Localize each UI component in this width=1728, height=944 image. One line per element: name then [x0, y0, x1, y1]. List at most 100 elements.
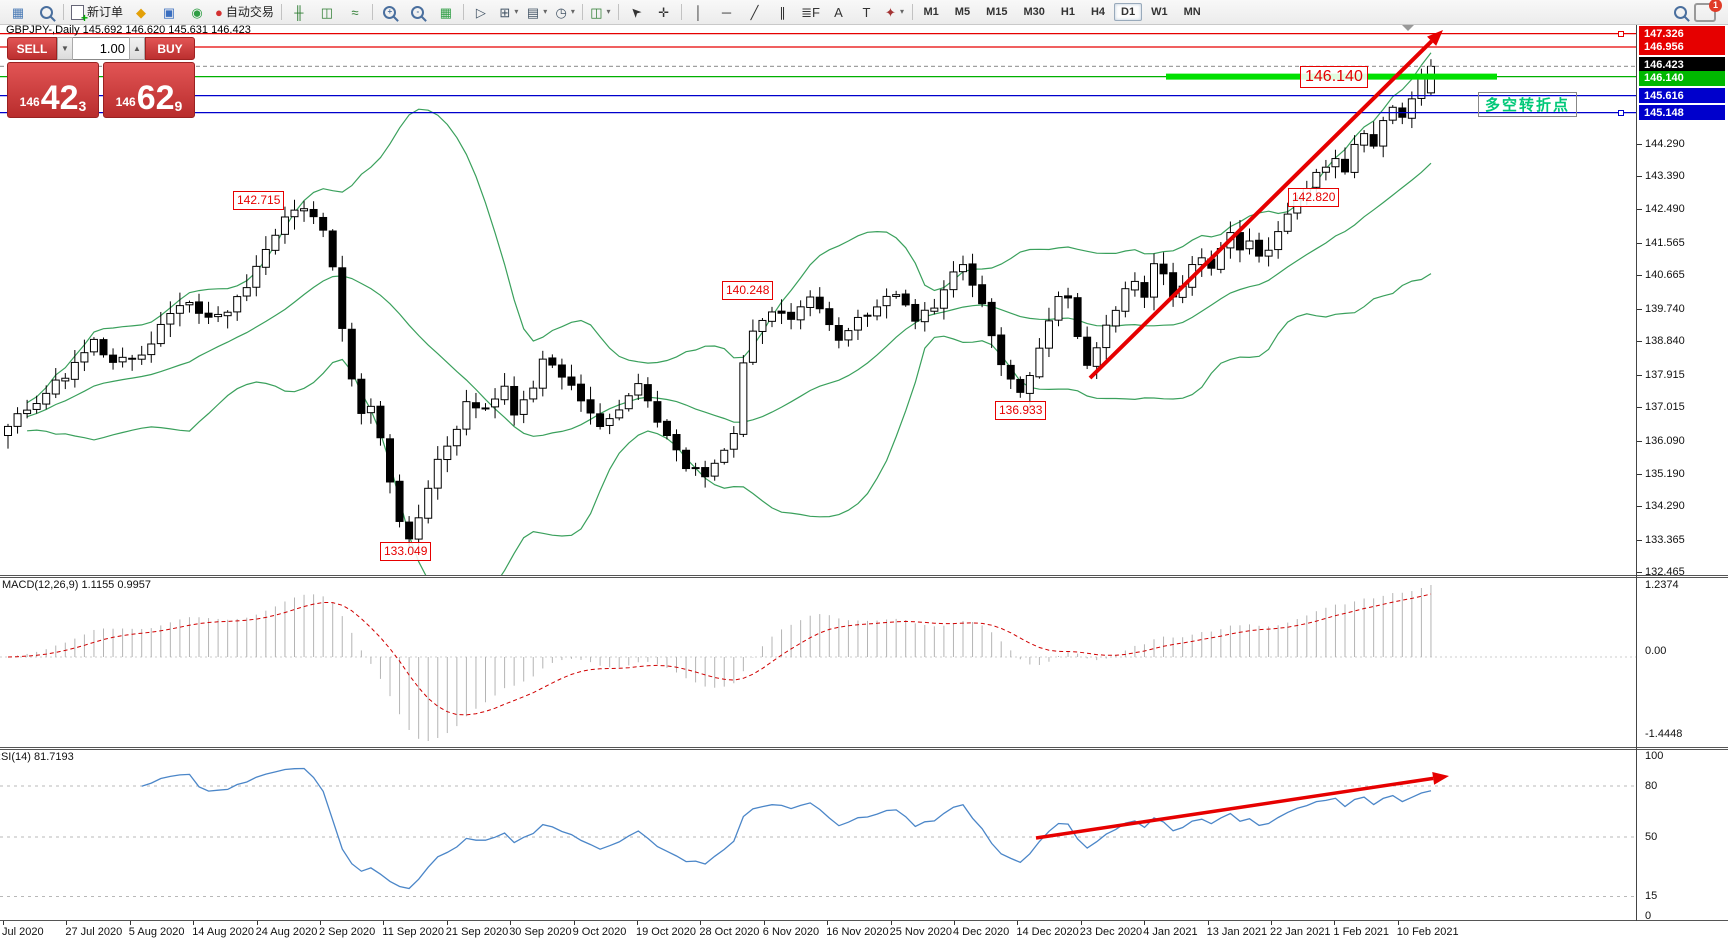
line-handle[interactable]: [1618, 109, 1624, 116]
search-icon[interactable]: [1667, 2, 1693, 22]
profiles-icon[interactable]: ▤ ▾: [524, 2, 550, 22]
zoom-in-icon-glyph: +: [383, 5, 397, 19]
volume-decrease-button[interactable]: ▼: [57, 37, 73, 60]
date-axis-tick: [1144, 921, 1146, 925]
panel-separator-rsi[interactable]: [0, 747, 1728, 750]
equidistant-channel-icon[interactable]: ∥: [770, 2, 796, 22]
date-axis-tick: [383, 921, 385, 925]
toolbar-separator: [582, 4, 584, 20]
horizontal-line-icon[interactable]: ─: [714, 2, 740, 22]
chart-window-icon[interactable]: ▦: [5, 2, 31, 22]
toolbar-separator: [911, 4, 913, 20]
sell-price-point: 3: [78, 98, 87, 114]
tile-windows-icon[interactable]: ▦: [433, 2, 459, 22]
date-axis-tick: [763, 921, 765, 925]
new-order-button-label: 新订单: [87, 5, 124, 19]
timeframe-m5[interactable]: M5: [954, 6, 971, 18]
price-annotation[interactable]: 142.715: [233, 191, 285, 211]
equidistant-channel-icon-glyph: ∥: [779, 4, 786, 20]
annotation-note[interactable]: 多空转折点: [1478, 92, 1578, 117]
price-axis-label: 139.740: [1645, 302, 1685, 315]
signals-icon[interactable]: ◉: [184, 2, 210, 22]
macd-axis-label: -1.4448: [1645, 728, 1683, 740]
fibonacci-icon[interactable]: ≣F: [798, 2, 824, 22]
date-axis-label: 21 Sep 2020: [445, 926, 509, 938]
price-axis-tick: [1637, 506, 1642, 508]
arrows-icon[interactable]: ✦ ▾: [882, 2, 908, 22]
line-handle[interactable]: [1618, 30, 1624, 37]
timeframe-mn[interactable]: MN: [1183, 6, 1201, 18]
date-axis-label: 14 Dec 2020: [1016, 926, 1079, 938]
chart-type-dropdown[interactable]: ◫ ▾: [587, 2, 613, 22]
crosshair-icon[interactable]: ✛: [651, 2, 677, 22]
buy-button[interactable]: BUY: [145, 37, 195, 60]
chart-shift-marker-icon[interactable]: [1402, 25, 1414, 31]
toolbar-separator: [280, 4, 282, 20]
rsi-pane[interactable]: [0, 749, 1637, 921]
timeframe-m1[interactable]: M1: [923, 6, 939, 18]
clock-icon[interactable]: ◷ ▾: [552, 2, 578, 22]
macd-pane[interactable]: [0, 577, 1637, 746]
price-annotation[interactable]: 142.820: [1288, 187, 1340, 207]
notifications-icon[interactable]: 1: [1694, 0, 1722, 22]
date-axis-tick: [890, 921, 892, 925]
vertical-line-icon[interactable]: │: [686, 2, 712, 22]
bar-chart-icon[interactable]: ╫: [286, 2, 312, 22]
metaeditor-icon-glyph: ◆: [136, 4, 147, 20]
price-annotation[interactable]: 146.140: [1300, 65, 1368, 88]
volume-input[interactable]: [73, 37, 129, 60]
macd-axis-label: 0.00: [1645, 645, 1667, 657]
timeframe-h4[interactable]: H4: [1090, 6, 1106, 18]
timeframe-w1[interactable]: W1: [1151, 6, 1168, 18]
price-axis-tick: [1637, 407, 1642, 409]
date-axis-label: 10 Feb 2021: [1396, 926, 1459, 938]
sell-price-display[interactable]: 146 42 3: [7, 62, 99, 118]
autotrade-button[interactable]: ● 自动交易: [212, 2, 277, 22]
price-axis-tick: [1637, 275, 1642, 277]
text-label-icon-glyph: T: [862, 4, 871, 20]
preview-magnifier-icon-glyph: [39, 5, 53, 19]
timeframe-d1[interactable]: D1: [1114, 3, 1143, 21]
zoom-in-icon[interactable]: +: [377, 2, 403, 22]
timeframe-m15[interactable]: M15: [986, 6, 1008, 18]
price-axis-label: 140.665: [1645, 269, 1685, 282]
text-icon-glyph: A: [834, 4, 843, 20]
zoom-out-icon[interactable]: -: [405, 2, 431, 22]
sell-button[interactable]: SELL: [7, 37, 57, 60]
new-chart-icon[interactable]: ⊞ ▾: [496, 2, 522, 22]
text-icon[interactable]: A: [826, 2, 852, 22]
price-axis-tick: [1637, 308, 1642, 310]
timeframe-m30[interactable]: M30: [1023, 6, 1045, 18]
candlestick-chart-icon[interactable]: ◫: [314, 2, 340, 22]
bar-chart-icon-glyph: ╫: [294, 4, 304, 20]
panel-separator-macd[interactable]: [0, 575, 1728, 578]
price-tag: 146.423: [1639, 57, 1725, 73]
line-chart-icon[interactable]: ≈: [342, 2, 368, 22]
strategy-tester-icon[interactable]: ▷: [468, 2, 494, 22]
preview-magnifier-icon[interactable]: [33, 2, 59, 22]
trendline-icon[interactable]: ╱: [742, 2, 768, 22]
time-axis-border: [0, 920, 1728, 921]
price-annotation[interactable]: 133.049: [380, 541, 432, 561]
timeframe-h1[interactable]: H1: [1060, 6, 1075, 18]
price-axis-tick: [1637, 441, 1642, 443]
volume-increase-button[interactable]: ▲: [129, 37, 145, 60]
buy-price-display[interactable]: 146 62 9: [103, 62, 195, 118]
price-axis-tick: [1637, 208, 1642, 210]
chevron-down-icon: ▾: [543, 7, 548, 16]
date-axis-label: 28 Oct 2020: [699, 926, 760, 938]
new-order-button[interactable]: 新订单: [68, 2, 126, 24]
price-annotation[interactable]: 136.933: [995, 400, 1047, 420]
text-label-icon[interactable]: T: [854, 2, 880, 22]
metaeditor-icon[interactable]: ◆: [128, 2, 154, 22]
new-chart-icon-glyph: ⊞: [499, 4, 511, 20]
price-axis-label: 142.490: [1645, 202, 1685, 215]
market-icon[interactable]: ▣: [156, 2, 182, 22]
price-annotation[interactable]: 140.248: [722, 280, 774, 300]
cursor-icon[interactable]: ➤: [623, 2, 649, 22]
date-axis-tick: [637, 921, 638, 925]
price-chart[interactable]: [0, 25, 1637, 576]
chevron-down-icon: ▾: [514, 7, 519, 16]
